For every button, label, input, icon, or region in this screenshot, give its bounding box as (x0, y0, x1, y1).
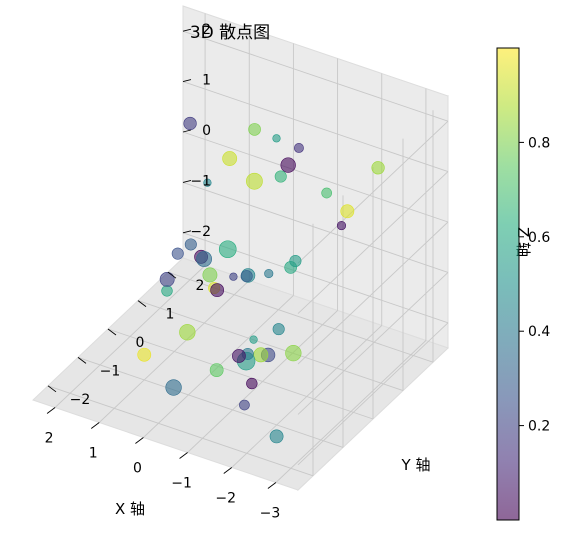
y-tick-mark (137, 300, 147, 307)
z-tick-label: 2 (202, 22, 211, 38)
scatter-point (218, 240, 237, 259)
scatter-point (274, 170, 287, 183)
scatter-point (184, 238, 197, 251)
chart-title: 3D 散点图 (190, 23, 270, 43)
scatter-point (249, 335, 258, 344)
scatter-point (248, 123, 261, 136)
x-tick-mark (223, 467, 233, 474)
z-tick-mark (182, 129, 192, 133)
scatter-point (253, 347, 269, 363)
colorbar-gradient (497, 48, 519, 520)
x-tick-label: −2 (215, 491, 236, 507)
scatter-point (232, 349, 246, 363)
x-tick-label: 2 (45, 431, 54, 447)
z-tick-mark (182, 79, 192, 83)
x-tick-mark (267, 482, 277, 489)
scatter-point (171, 247, 184, 260)
scatter-point (272, 134, 281, 143)
grid-line-y (77, 356, 344, 448)
scatter-point (269, 429, 284, 444)
scatter-point (272, 323, 285, 336)
y-tick-mark (167, 271, 177, 279)
grid-line-z (182, 81, 449, 173)
colorbar-ticks: 0.2 0.4 0.6 0.8 (519, 135, 550, 435)
grid-line-z (182, 131, 449, 223)
colorbar-tick-label: 0.6 (528, 230, 550, 246)
z-tick-label: 0 (202, 123, 211, 139)
scatter-point (264, 269, 274, 279)
y-tick-label: 1 (166, 307, 175, 323)
z-tick-label: 1 (202, 73, 211, 89)
y-tick-label: −1 (100, 363, 121, 379)
colorbar-tick-label: 0.8 (528, 135, 550, 151)
x-tick-label: −1 (171, 476, 192, 492)
colorbar-frame (496, 47, 520, 521)
scatter-point (165, 379, 182, 396)
scatter-point (159, 271, 175, 287)
axis-ticks: −3 −2 −1 0 1 2 −2 −1 0 1 2 −2 −1 0 1 2 (45, 22, 281, 521)
scatter-point (210, 283, 225, 298)
colorbar-tick-label: 0.4 (528, 324, 550, 340)
grid-line-y (137, 300, 404, 392)
y-tick-label: −2 (70, 392, 91, 408)
axis-panes (32, 5, 449, 492)
x-axis-label: X 轴 (115, 500, 145, 518)
scatter-point (246, 172, 263, 190)
scatter-point (289, 254, 302, 267)
grid-line-z (182, 181, 449, 273)
scatter-point (203, 178, 212, 187)
scatter-point (293, 143, 304, 153)
scatter-point (183, 116, 197, 131)
z-tick-label: −1 (190, 173, 211, 189)
scatter-point (161, 285, 173, 297)
scatter-point (196, 251, 212, 267)
scatter-point (336, 221, 347, 231)
grid-line-y (107, 328, 374, 420)
x-tick-label: 0 (133, 461, 142, 477)
x-tick-mark (135, 437, 144, 444)
grid-line-y (47, 385, 314, 477)
grid-line-z (182, 30, 449, 122)
scatter-point (285, 344, 302, 362)
scatter-point (280, 157, 296, 173)
grid-line-z (297, 322, 449, 466)
x-tick-mark (46, 407, 56, 414)
z-tick-mark (182, 230, 192, 234)
z-tick-mark (182, 179, 192, 183)
scatter-point (222, 151, 238, 166)
x-tick-mark (90, 422, 100, 429)
scatter-point (202, 267, 218, 283)
z-tick-mark (182, 28, 192, 32)
grid-line-z (297, 171, 449, 314)
scatter-point (229, 272, 238, 281)
scatter-point (321, 187, 332, 199)
grid-line-z (297, 272, 449, 415)
x-tick-label: 1 (89, 446, 98, 462)
y-axis-label: Y 轴 (401, 456, 431, 474)
scatter-point (240, 270, 253, 283)
scatter-point (239, 399, 250, 411)
scatter-point (137, 347, 152, 362)
y-tick-mark (47, 385, 57, 393)
scatter-point (340, 204, 355, 219)
y-tick-label: 0 (136, 335, 145, 351)
scatter-point (209, 363, 224, 377)
x-tick-mark (179, 452, 188, 459)
grid-line-z (297, 221, 449, 365)
colorbar-tick-label: 0.2 (528, 419, 550, 435)
scatter-point (246, 377, 258, 390)
y-tick-label: 2 (196, 278, 205, 294)
y-tick-mark (107, 328, 117, 336)
scatter-point (371, 161, 385, 175)
colorbar: 0.2 0.4 0.6 0.8 (496, 47, 550, 521)
y-tick-mark (77, 357, 87, 364)
z-tick-label: −2 (190, 224, 211, 240)
scatter-point (179, 324, 196, 341)
data-points (137, 116, 385, 444)
grid-line-z (297, 120, 449, 264)
x-tick-label: −3 (260, 506, 281, 522)
